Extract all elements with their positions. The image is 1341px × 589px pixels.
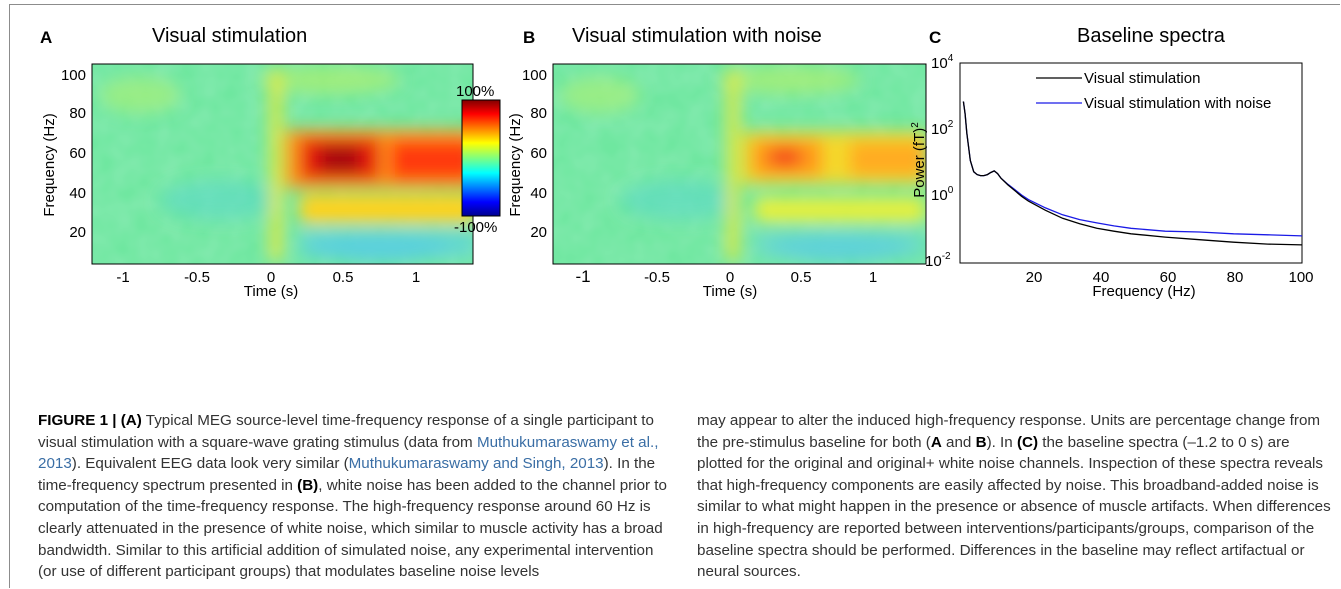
left-segment-7: , white noise has been added to the chan… <box>38 476 667 581</box>
spectra-ytick-0: 100 <box>931 185 954 204</box>
a-xtick-n1: -1 <box>116 269 129 286</box>
spectra-xtick-60: 60 <box>1160 269 1177 286</box>
legend-label-noise: Visual stimulation with noise <box>1084 95 1271 112</box>
right-segment-3: B <box>975 433 987 451</box>
colorbar-min-label: -100% <box>454 219 497 236</box>
spectra-xtick-20: 20 <box>1026 269 1043 286</box>
right-segment-1: A <box>930 433 942 451</box>
b-xtick-n1: -1 <box>575 267 590 286</box>
panel-c-title: Baseline spectra <box>1077 25 1226 47</box>
spectra-x-ticks: 20 40 60 80 100 <box>1026 269 1314 286</box>
right-segment-0: may appear to alter the induced high-fre… <box>697 412 1321 451</box>
left-segment-5: ). In the time-frequency spectrum presen… <box>38 455 656 494</box>
left-segment-6: (B) <box>297 476 319 494</box>
right-segment-6: the baseline spectra (–1.2 to 0 s) are p… <box>697 433 1331 581</box>
right-segment-5: (C) <box>1016 433 1039 451</box>
caption-left-column: FIGURE 1 | (A) Typical MEG source-level … <box>38 410 674 583</box>
spectra-y-ticks: 104 102 100 10-2 <box>925 53 954 270</box>
spectra-xtick-80: 80 <box>1227 269 1244 286</box>
heatmap-a <box>92 64 473 264</box>
left-segment-2[interactable]: Muthukumaraswamy et al., 2013 <box>38 433 659 473</box>
b-xtick-0: 0 <box>726 269 734 286</box>
b-ytick-20: 20 <box>530 224 547 241</box>
spectra-ytick-2: 102 <box>931 119 954 138</box>
spectra-legend: Visual stimulation Visual stimulation wi… <box>1036 70 1271 112</box>
spectra-ylabel: Power (fT)2 <box>910 122 928 198</box>
a-xtick-0: 0 <box>267 269 275 286</box>
b-ytick-60: 60 <box>530 145 547 162</box>
left-segment-0: FIGURE 1 | (A) <box>38 412 142 429</box>
b-ylabel: Frequency (Hz) <box>507 113 524 216</box>
heatmap-a-y-ticks: 100 80 60 40 20 <box>61 67 86 241</box>
b-xtick-05: 0.5 <box>791 269 812 286</box>
right-segment-4: ). In <box>986 433 1017 451</box>
figure-panels: A Visual stimulation B Visual stimulatio… <box>40 25 1314 300</box>
spectra-plot-frame <box>959 62 1303 264</box>
colorbar <box>461 99 501 217</box>
left-segment-1: Typical MEG source-level time-frequency … <box>38 412 654 451</box>
legend-label-clean: Visual stimulation <box>1084 70 1200 87</box>
panel-b-letter: B <box>523 28 535 47</box>
spectra-xtick-40: 40 <box>1093 269 1110 286</box>
a-ytick-40: 40 <box>69 185 86 202</box>
a-ytick-60: 60 <box>69 145 86 162</box>
b-xlabel: Time (s) <box>703 283 757 300</box>
left-segment-3: ). Equivalent EEG data look very similar… <box>71 455 349 473</box>
heatmap-b <box>553 64 926 264</box>
a-ytick-80: 80 <box>69 105 86 122</box>
a-xlabel: Time (s) <box>244 283 298 300</box>
colorbar-max-label: 100% <box>456 83 494 100</box>
panel-c-letter: C <box>929 28 941 47</box>
heatmap-b-x-ticks: -1 -0.5 0 0.5 1 <box>575 267 877 286</box>
panel-a-title: Visual stimulation <box>152 25 307 47</box>
spectra-line-clean <box>962 101 1302 246</box>
b-ytick-40: 40 <box>530 185 547 202</box>
left-segment-4[interactable]: Muthukumaraswamy and Singh, 2013 <box>348 455 604 473</box>
b-ytick-80: 80 <box>530 105 547 122</box>
b-xtick-n05: -0.5 <box>644 269 670 286</box>
caption-right-column: may appear to alter the induced high-fre… <box>697 410 1333 583</box>
a-ytick-100: 100 <box>61 67 86 84</box>
spectra-ytick-4: 104 <box>931 53 954 72</box>
spectra-xtick-100: 100 <box>1288 269 1313 286</box>
a-ylabel: Frequency (Hz) <box>41 113 58 216</box>
panel-a-letter: A <box>40 28 52 47</box>
right-segment-2: and <box>941 433 976 451</box>
heatmap-a-x-ticks: -1 -0.5 0 0.5 1 <box>116 269 420 286</box>
a-xtick-05: 0.5 <box>333 269 354 286</box>
figure-frame <box>9 4 1340 588</box>
b-xtick-1: 1 <box>869 269 877 286</box>
a-xtick-1: 1 <box>412 269 420 286</box>
heatmap-b-y-ticks: 100 80 60 40 20 <box>522 67 547 241</box>
heatmap-b-frame <box>552 63 927 265</box>
b-ytick-100: 100 <box>522 67 547 84</box>
spectra-ytick-n2: 10-2 <box>925 251 951 270</box>
spectra-xlabel: Frequency (Hz) <box>1092 283 1195 300</box>
a-ytick-20: 20 <box>69 224 86 241</box>
panel-b-title: Visual stimulation with noise <box>572 25 822 47</box>
spectra-lines <box>962 101 1302 246</box>
a-xtick-n05: -0.5 <box>184 269 210 286</box>
